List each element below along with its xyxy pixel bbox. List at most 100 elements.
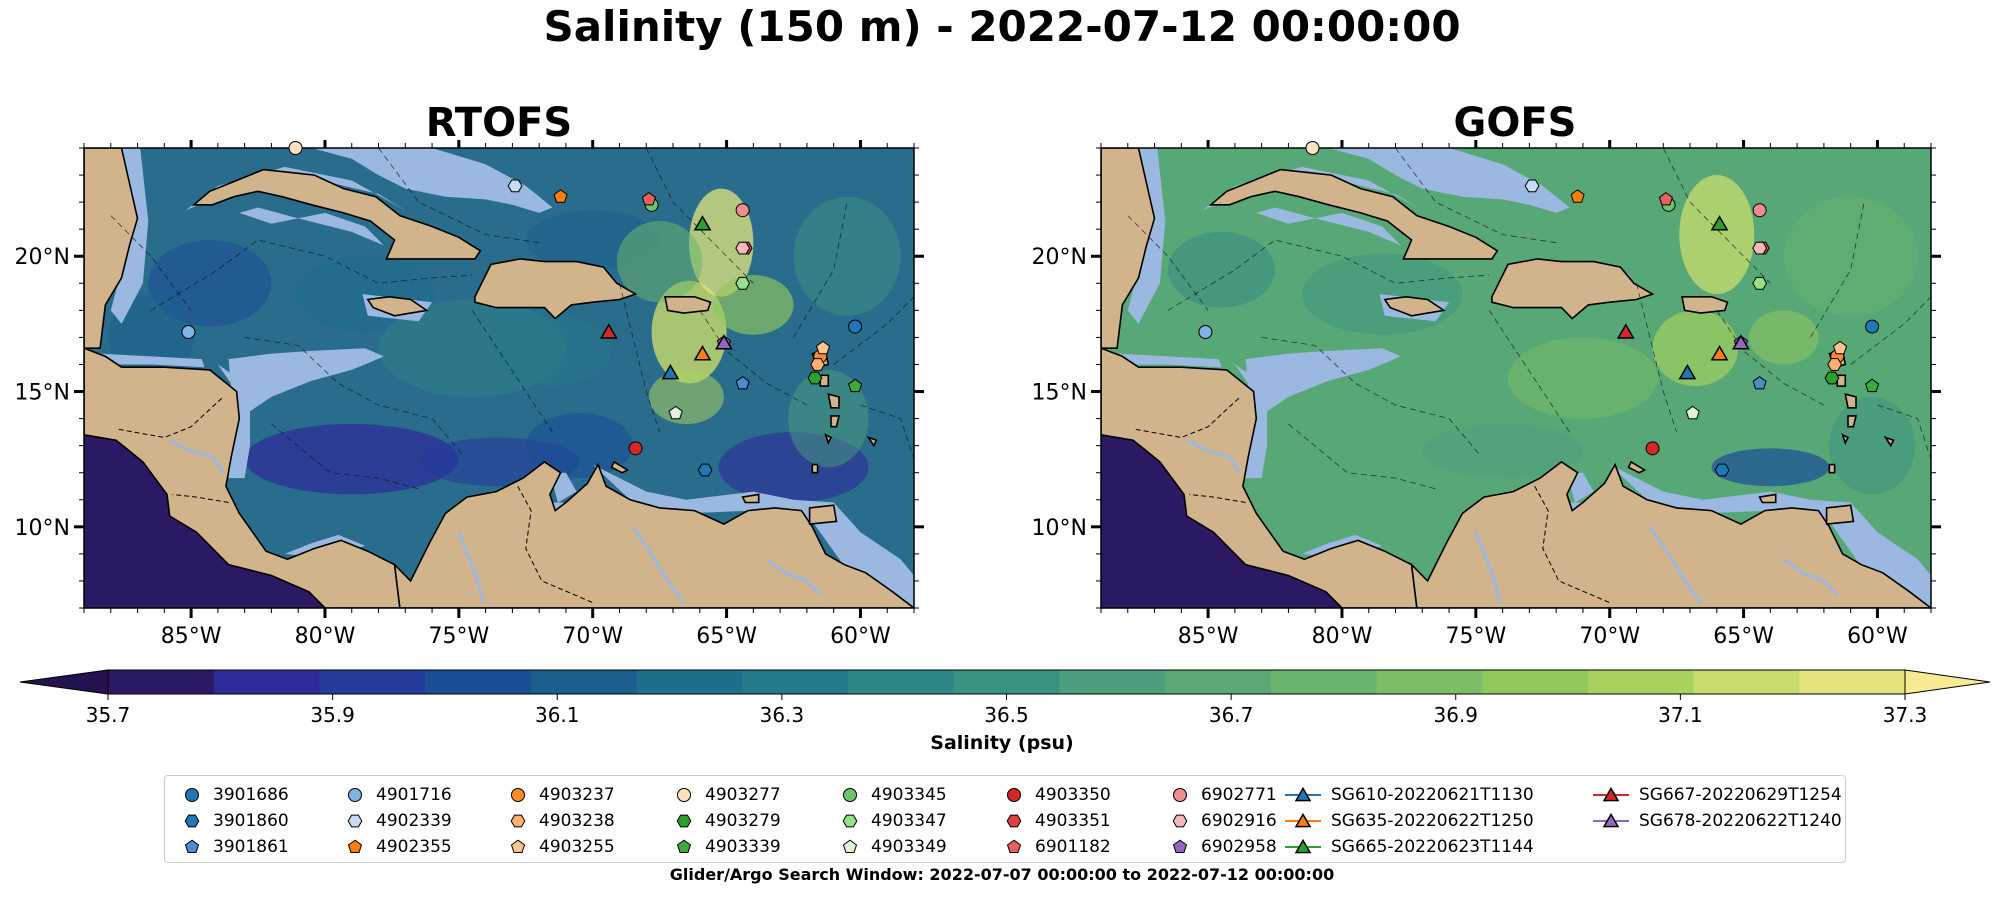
marker-3901686: [1865, 319, 1880, 334]
salinity-feature: [1829, 396, 1915, 495]
lon-tick-label: 75°W: [1445, 624, 1506, 649]
legend-item: 4903349: [837, 834, 947, 860]
legend-swatch: [347, 814, 363, 828]
land-puerto-rico: [1681, 296, 1729, 314]
legend-item: 4902355: [342, 834, 452, 860]
country-border: [1189, 493, 1246, 503]
marker-3901686: [848, 319, 863, 334]
marker-3901861: [735, 375, 750, 390]
colorbar-segment: [319, 670, 426, 694]
legend-label: 6902958: [1201, 837, 1277, 857]
map-frame: [1100, 147, 1932, 609]
legend-swatch: [347, 839, 363, 853]
country-border: [172, 493, 229, 503]
map-frame: [83, 147, 915, 609]
salinity-feature: [1167, 231, 1276, 308]
marker-SG667-20220629T1254: [599, 323, 618, 339]
land-lesser-antilles-4: [1847, 415, 1858, 428]
figure-title: Salinity (150 m) - 2022-07-12 00:00:00: [543, 2, 1461, 51]
river: [1648, 525, 1702, 604]
eez-boundary: [645, 148, 754, 284]
shelf-venezuela-shelf: [1609, 464, 1931, 608]
marker-4903349: [1685, 405, 1700, 420]
eez-boundary: [793, 202, 848, 338]
legend-label: 4903238: [539, 811, 615, 831]
eez-boundary: [1127, 215, 1209, 311]
colorbar-tick-label: 37.1: [1658, 703, 1703, 727]
legend-label: 4901716: [376, 785, 452, 805]
eez-boundary: [1850, 296, 1931, 365]
land-puerto-rico: [664, 296, 712, 314]
legend-label: 4903279: [705, 811, 781, 831]
lon-tick-label: 65°W: [1713, 624, 1774, 649]
lon-tick-label: 60°W: [830, 624, 891, 649]
river: [765, 558, 822, 596]
legend-label: 4903345: [871, 785, 947, 805]
legend-swatch: [1006, 839, 1022, 853]
land-curacao: [1627, 460, 1647, 474]
legend-item: 3901686: [179, 782, 289, 808]
land-yucatan: [84, 148, 139, 349]
salinity-feature: [713, 275, 794, 335]
salinity-feature: [525, 413, 633, 479]
salinity-feature: [1507, 337, 1658, 419]
marker-4903277: [1305, 141, 1320, 155]
colorbar-segment: [953, 670, 1060, 694]
marker-6902771: [735, 203, 750, 218]
salinity-feature: [616, 221, 703, 303]
marker-SG665-20220623T1144: [693, 215, 712, 231]
legend-swatch: [1172, 814, 1188, 828]
shelf-nicaragua-rise: [1245, 348, 1401, 419]
lat-tick-label: 15°N: [1032, 381, 1087, 406]
colorbar-tick-label: 35.9: [310, 703, 355, 727]
land-lesser-antilles-3: [827, 393, 840, 409]
colorbar-segment: [530, 670, 638, 694]
legend-swatch: [1172, 839, 1188, 853]
legend-swatch: [185, 788, 199, 802]
lon-tick-label: 80°W: [295, 624, 356, 649]
panel-title-gofs: GOFS: [1453, 100, 1577, 146]
land-jamaica: [1383, 295, 1446, 317]
shelf-honduras-shelf: [100, 353, 205, 368]
marker-6902916: [735, 241, 751, 255]
lat-tick-label: 20°N: [15, 245, 70, 270]
legend-item: 4903277: [671, 782, 781, 808]
legend-item: 6902771: [1167, 782, 1277, 808]
legend-column: 3901686 3901860 3901861: [179, 782, 289, 860]
eez-boundary: [860, 404, 914, 460]
legend-item: 4903339: [671, 834, 781, 860]
legend-item: 6902916: [1167, 808, 1277, 834]
lon-tick-label: 80°W: [1312, 624, 1373, 649]
land-lesser-antilles-3: [1844, 393, 1857, 409]
colorbar-extend-low: [19, 669, 109, 695]
legend-swatch: [842, 839, 858, 853]
eez-boundary: [471, 310, 553, 433]
lon-tick-label: 75°W: [428, 624, 489, 649]
legend-swatch: [1007, 788, 1021, 802]
colorbar-tick-label: 37.3: [1883, 703, 1928, 727]
legend-swatch: [510, 814, 526, 828]
shelf-cuba-shelf-s: [239, 207, 384, 246]
search-window-caption: Glider/Argo Search Window: 2022-07-07 00…: [669, 865, 1335, 884]
shelf-honduras-shelf: [1117, 353, 1222, 368]
colorbar-tick-label: 36.9: [1433, 703, 1478, 727]
legend-label: 4902355: [376, 837, 452, 857]
land-curacao: [610, 460, 630, 474]
colorbar-extend-high: [1904, 669, 1991, 695]
marker-SG678-20220622T1240: [714, 334, 733, 350]
land-lesser-antilles-5: [824, 433, 833, 445]
river: [1782, 558, 1839, 596]
colorbar: 35.7 35.9 36.1 36.3 36.5 36.7 36.9 37.1 37.3: [19, 669, 1991, 727]
legend-column: SG610-20220621T1130 SG635-20220622T1250 SG…: [1283, 782, 1534, 860]
salinity-feature: [793, 196, 901, 316]
eez-boundary: [1877, 404, 1931, 460]
marker-4903238: [810, 358, 825, 371]
colorbar-segment: [1059, 670, 1166, 694]
legend-label: SG667-20220629T1254: [1639, 785, 1842, 805]
river: [1186, 438, 1242, 474]
legend-column: 6902771 6902916 6902958: [1167, 782, 1277, 860]
eez-boundary: [1716, 310, 1825, 406]
marker-SG635-20220622T1250: [693, 344, 712, 361]
eez-boundary: [699, 310, 808, 406]
colorbar-segment: [847, 670, 955, 694]
